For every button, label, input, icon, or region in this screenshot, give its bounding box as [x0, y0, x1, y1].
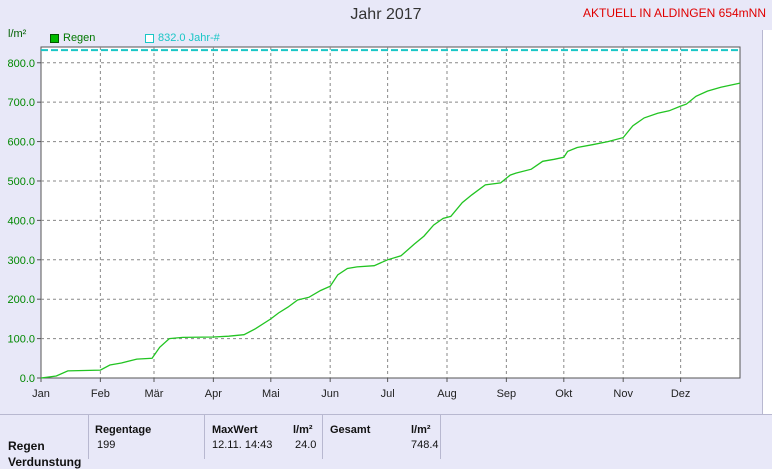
total-value: 748.4 [411, 439, 439, 451]
y-tick-label: 200.0 [7, 294, 35, 306]
plot-area: 0.0 100.0 200.0 300.0 400.0 500.0 600.0 700.0 80… [7, 46, 741, 400]
station-label: AKTUELL IN ALDINGEN 654mNN [583, 6, 766, 20]
stats-max-cell: MaxWert l/m² 12.11. 14:43 24.0 [205, 415, 323, 459]
legend-rain-label: Regen [63, 32, 96, 44]
adjacent-chart-strip [762, 30, 772, 458]
x-tick-label: Sep [497, 388, 517, 400]
legend-rain: Regen [50, 32, 95, 44]
total-unit: l/m² [411, 424, 431, 436]
legend-average: 832.0 Jahr-# [145, 32, 220, 44]
legend-average-label: 832.0 Jahr-# [158, 32, 220, 44]
rain-days-value: 199 [97, 439, 116, 451]
chart-title: Jahr 2017 [350, 6, 422, 23]
stats-table: Regen Verdunstung Regentage 199 MaxWert … [0, 414, 772, 469]
legend-rain-swatch [50, 33, 59, 43]
x-tick-label: Jun [321, 388, 339, 400]
stats-rain-days-cell: Regentage 199 [89, 415, 205, 459]
x-tick-label: Mär [145, 388, 164, 400]
y-tick-label: 300.0 [7, 255, 35, 267]
y-tick-label: 0.0 [20, 373, 35, 385]
stats-total-cell: Gesamt l/m² 748.4 [323, 415, 441, 459]
x-tick-label: Jan [32, 388, 50, 400]
x-tick-label: Nov [613, 388, 633, 400]
x-tick-label: Jul [381, 388, 395, 400]
x-tick-label: Feb [91, 388, 110, 400]
max-header: MaxWert [212, 424, 258, 436]
y-tick-label: 500.0 [7, 176, 35, 188]
x-tick-label: Aug [437, 388, 457, 400]
plot-frame [40, 46, 741, 379]
rain-days-header: Regentage [95, 424, 152, 436]
legend-average-swatch [145, 33, 154, 43]
stats-row-label-next: Verdunstung [8, 455, 82, 469]
y-tick-label: 100.0 [7, 334, 35, 346]
series-line-rain [40, 82, 741, 379]
x-tick-label: Okt [555, 388, 572, 400]
y-tick-label: 400.0 [7, 215, 35, 227]
x-tick-label: Dez [671, 388, 691, 400]
max-value: 24.0 [295, 439, 317, 451]
max-datetime: 12.11. 14:43 [212, 439, 273, 451]
total-header: Gesamt [330, 424, 371, 436]
y-axis-unit: l/m² [8, 28, 27, 40]
rain-chart: 0.0 100.0 200.0 300.0 400.0 500.0 600.0 700.0 80… [7, 46, 741, 400]
max-unit: l/m² [293, 424, 313, 436]
stats-row-label: Regen [8, 439, 45, 453]
x-tick-label: Apr [205, 388, 222, 400]
y-tick-label: 800.0 [7, 58, 35, 70]
x-tick-label: Mai [262, 388, 280, 400]
stats-label-cell: Regen Verdunstung [0, 415, 89, 469]
y-tick-label: 600.0 [7, 137, 35, 149]
y-tick-label: 700.0 [7, 97, 35, 109]
